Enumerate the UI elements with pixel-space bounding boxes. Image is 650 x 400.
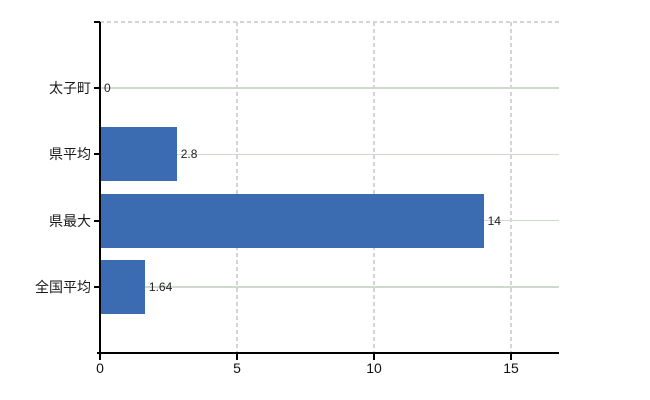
category-label: 全国平均: [35, 278, 91, 295]
x-tick-label: 10: [366, 360, 382, 376]
h-gridline: [100, 286, 559, 288]
value-label: 2.8: [180, 147, 198, 162]
bar: [100, 127, 178, 182]
category-label: 県最大: [49, 212, 91, 229]
v-gridline: [510, 22, 512, 353]
category-label: 県平均: [49, 146, 91, 163]
value-label: 0: [104, 81, 111, 96]
x-tick-label: 0: [96, 360, 104, 376]
value-label: 14: [487, 213, 501, 228]
y-tick: [94, 153, 100, 156]
y-tick: [94, 285, 100, 288]
y-axis-top-tick: [94, 21, 100, 23]
v-gridline: [373, 22, 375, 353]
x-tick-label: 15: [503, 360, 519, 376]
x-axis: [97, 352, 559, 354]
x-tick: [236, 353, 238, 360]
category-label: 太子町: [49, 80, 91, 97]
y-tick: [94, 87, 100, 90]
x-tick: [99, 353, 101, 360]
plot-top-border: [100, 21, 559, 23]
bar: [100, 193, 485, 248]
y-tick: [94, 219, 100, 222]
x-tick-label: 5: [233, 360, 241, 376]
h-gridline: [100, 153, 559, 156]
y-axis: [99, 22, 101, 353]
bar: [100, 259, 146, 314]
v-gridline: [236, 22, 238, 353]
x-tick: [373, 353, 375, 360]
value-label: 1.64: [148, 279, 173, 294]
x-tick: [510, 353, 512, 360]
h-gridline: [100, 87, 559, 89]
